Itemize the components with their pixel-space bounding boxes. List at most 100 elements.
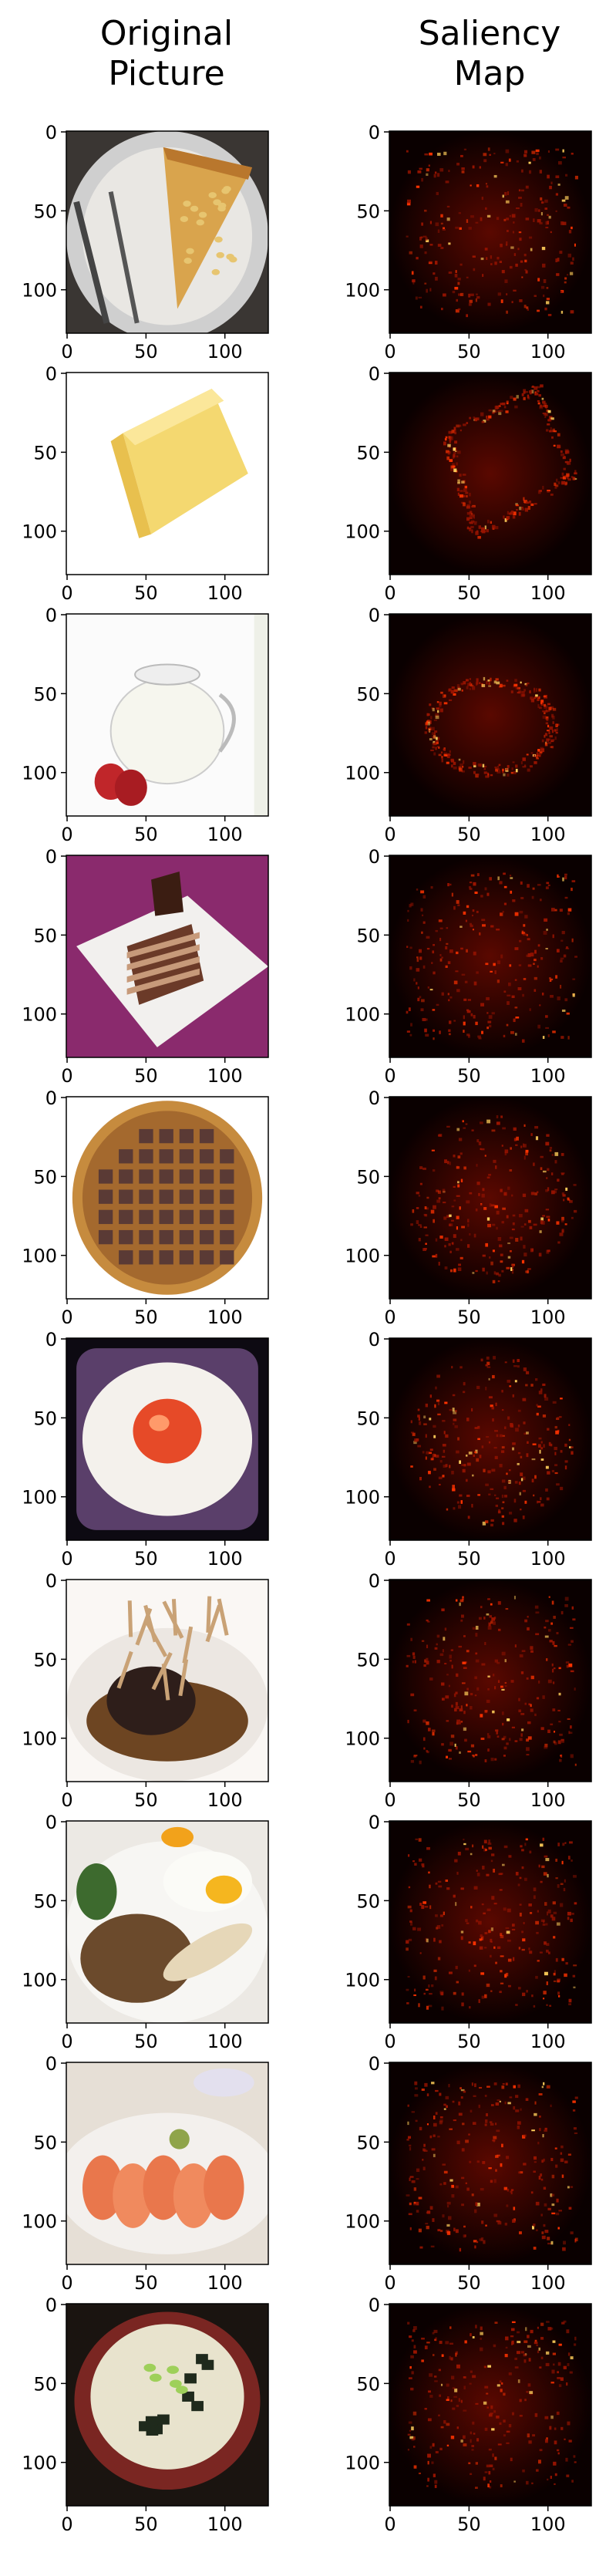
- y-tick-label-0: 0: [45, 1570, 57, 1592]
- saliency-axes-frame: [389, 855, 592, 1058]
- original-axes-4: 0 0 50 50 100 100: [22, 846, 269, 1087]
- x-tick-label-50: 50: [457, 341, 481, 362]
- original-image-waffle: [66, 1097, 268, 1299]
- y-tick-label-100: 100: [345, 521, 380, 543]
- x-tick-label-100: 100: [530, 1307, 566, 1328]
- x-tick-label-0: 0: [384, 1789, 396, 1811]
- original-axes-10: 0 0 50 50 100 100: [22, 2294, 269, 2535]
- original-axes-2: 0 0 50 50 100 100: [22, 363, 269, 604]
- x-tick-label-50: 50: [457, 824, 481, 845]
- x-tick-label-50: 50: [134, 582, 158, 604]
- saliency-image-chocolate-layer-cake: [389, 855, 591, 1057]
- y-tick-label-50: 50: [33, 683, 57, 705]
- y-tick-label-0: 0: [369, 122, 380, 143]
- y-tick-label-100: 100: [345, 2211, 380, 2233]
- saliency-axes-frame: [389, 2303, 592, 2507]
- saliency-image-salmon-sashimi: [389, 2062, 591, 2264]
- original-title-line1: Original: [99, 14, 234, 53]
- original-image-salmon-sashimi: [66, 2062, 268, 2264]
- x-tick-label-50: 50: [134, 2031, 158, 2052]
- x-tick-label-0: 0: [61, 1789, 72, 1811]
- y-tick-label-50: 50: [356, 201, 380, 222]
- saliency-image-waffle: [389, 1097, 591, 1299]
- x-tick-label-50: 50: [134, 1548, 158, 1570]
- y-tick-label-0: 0: [369, 846, 380, 868]
- y-tick-label-50: 50: [356, 2132, 380, 2153]
- original-axes-8: 0 0 50 50 100 100: [22, 1812, 269, 2052]
- saliency-axes-1: 0 0 50 50 100 100: [345, 122, 592, 362]
- y-tick-label-50: 50: [356, 925, 380, 946]
- y-tick-label-100: 100: [22, 1728, 57, 1750]
- y-tick-label-100: 100: [345, 763, 380, 784]
- y-tick-label-100: 100: [22, 1246, 57, 1267]
- saliency-axes-6: 0 0 50 50 100 100: [345, 1329, 592, 1570]
- saliency-axes-frame: [389, 1096, 592, 1300]
- y-tick-label-0: 0: [45, 846, 57, 868]
- original-axes-frame: [66, 2062, 269, 2265]
- x-tick-label-0: 0: [61, 2272, 72, 2294]
- saliency-axes-frame: [389, 372, 592, 575]
- y-tick-label-0: 0: [369, 1329, 380, 1350]
- original-axes-frame: [66, 1579, 269, 1782]
- saliency-axes-10: 0 0 50 50 100 100: [345, 2294, 592, 2535]
- saliency-image-fried-egg: [389, 1338, 591, 1540]
- x-tick-label-0: 0: [384, 341, 396, 362]
- y-tick-label-100: 100: [345, 2453, 380, 2474]
- original-axes-frame: [66, 2303, 269, 2507]
- saliency-image-pizza-slice-on-plate: [389, 131, 591, 333]
- y-tick-label-50: 50: [356, 1649, 380, 1671]
- x-tick-label-100: 100: [207, 582, 243, 604]
- y-tick-label-0: 0: [369, 605, 380, 626]
- y-tick-label-50: 50: [356, 1166, 380, 1188]
- y-tick-label-50: 50: [356, 442, 380, 464]
- x-tick-label-100: 100: [207, 1065, 243, 1087]
- saliency-map-column-title: Saliency Map: [389, 14, 590, 94]
- y-tick-label-50: 50: [33, 2373, 57, 2395]
- original-axes-frame: [66, 613, 269, 817]
- y-tick-label-0: 0: [369, 2294, 380, 2316]
- original-axes-frame: [66, 1820, 269, 2024]
- saliency-axes-8: 0 0 50 50 100 100: [345, 1812, 592, 2052]
- original-image-miso-soup: [66, 2304, 268, 2506]
- x-tick-label-0: 0: [61, 341, 72, 362]
- original-image-butter-block: [66, 373, 268, 575]
- y-tick-label-100: 100: [345, 1246, 380, 1267]
- x-tick-label-100: 100: [207, 1307, 243, 1328]
- original-axes-frame: [66, 855, 269, 1058]
- original-image-nasi-lemak-with-egg: [66, 1821, 268, 2023]
- original-axes-frame: [66, 130, 269, 334]
- y-tick-label-0: 0: [45, 2294, 57, 2316]
- x-tick-label-0: 0: [61, 1065, 72, 1087]
- y-tick-label-100: 100: [345, 1487, 380, 1509]
- y-tick-label-0: 0: [45, 1087, 57, 1109]
- saliency-image-butter-block: [389, 373, 591, 575]
- y-tick-label-0: 0: [45, 363, 57, 385]
- x-tick-label-50: 50: [134, 1307, 158, 1328]
- original-image-milk-jug-with-strawberries: [66, 614, 268, 816]
- y-tick-label-0: 0: [45, 605, 57, 626]
- saliency-axes-frame: [389, 1337, 592, 1541]
- saliency-image-nasi-lemak-with-egg: [389, 1821, 591, 2023]
- original-axes-9: 0 0 50 50 100 100: [22, 2053, 269, 2294]
- x-tick-label-0: 0: [384, 2514, 396, 2535]
- saliency-image-miso-soup: [389, 2304, 591, 2506]
- x-tick-label-0: 0: [61, 2514, 72, 2535]
- x-tick-label-0: 0: [384, 2272, 396, 2294]
- saliency-axes-7: 0 0 50 50 100 100: [345, 1570, 592, 1811]
- x-tick-label-100: 100: [207, 2031, 243, 2052]
- y-tick-label-0: 0: [369, 2053, 380, 2075]
- y-tick-label-0: 0: [45, 1329, 57, 1350]
- x-tick-label-50: 50: [457, 2272, 481, 2294]
- saliency-axes-5: 0 0 50 50 100 100: [345, 1087, 592, 1328]
- x-tick-label-100: 100: [530, 1548, 566, 1570]
- y-tick-label-100: 100: [345, 1728, 380, 1750]
- x-tick-label-50: 50: [457, 1548, 481, 1570]
- x-tick-label-100: 100: [530, 2031, 566, 2052]
- saliency-axes-frame: [389, 1579, 592, 1782]
- x-tick-label-100: 100: [530, 341, 566, 362]
- original-image-chocolate-layer-cake: [66, 855, 268, 1057]
- saliency-axes-9: 0 0 50 50 100 100: [345, 2053, 592, 2294]
- y-tick-label-100: 100: [22, 1487, 57, 1509]
- x-tick-label-0: 0: [384, 824, 396, 845]
- original-image-pizza-slice-on-plate: [66, 131, 268, 333]
